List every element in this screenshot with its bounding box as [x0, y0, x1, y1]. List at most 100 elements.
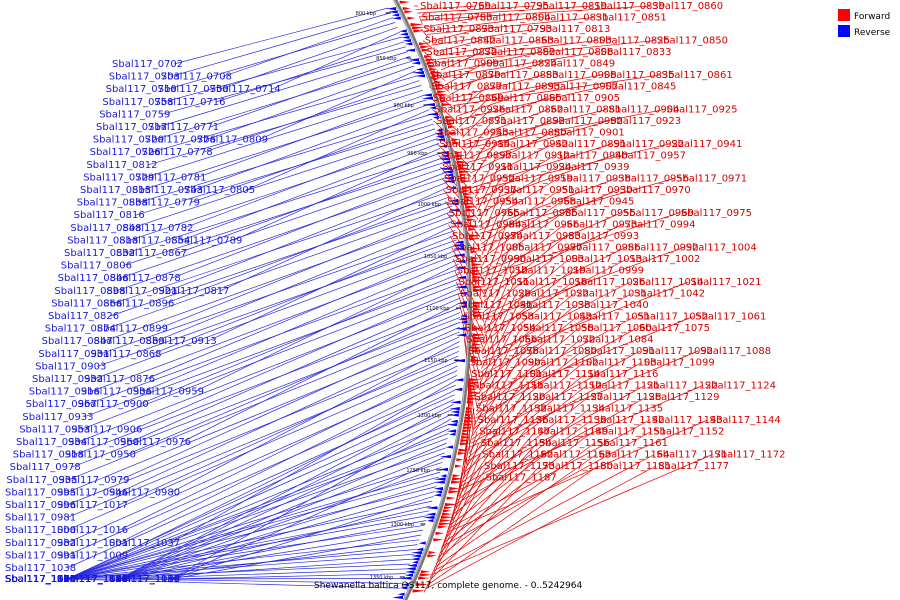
forward-gene-label: Sbal117_1088 [700, 346, 771, 357]
reverse-leader-27 [129, 138, 438, 241]
forward-leader-142 [454, 408, 533, 511]
reverse-gene-label: Sbal117_1155 [5, 574, 76, 585]
forward-feature-96 [463, 423, 473, 427]
forward-gene-label: Sbal117_0897 [441, 151, 512, 162]
forward-gene-label: Sbal117_1072 [524, 335, 595, 346]
forward-feature-62 [471, 266, 480, 270]
forward-leader-10 [429, 28, 480, 42]
forward-gene-label: Sbal117_1040 [578, 300, 649, 311]
forward-gene-label: Sbal117_0908 [546, 70, 617, 81]
reverse-gene-label: Sbal117_0846 [58, 273, 129, 284]
forward-gene-label: Sbal117_1005 [454, 243, 525, 254]
forward-leader-156 [436, 454, 481, 561]
forward-feature-14 [429, 67, 438, 71]
forward-gene-label: Sbal117_1012 [457, 266, 528, 277]
reverse-gene-label: Sbal117_0708 [161, 72, 232, 83]
forward-leader-110 [478, 316, 578, 398]
forward-feature-42 [460, 179, 471, 183]
reverse-feature-7 [402, 39, 412, 43]
forward-leader-59 [477, 166, 557, 216]
forward-leader-23 [447, 63, 543, 89]
forward-gene-label: Sbal117_0831 [538, 13, 609, 24]
reverse-gene-label: Sbal117_0900 [78, 399, 149, 410]
forward-gene-label: Sbal117_1022 [518, 289, 589, 300]
forward-feature-12 [426, 61, 437, 65]
reverse-leader-11 [154, 60, 413, 140]
reverse-leader-1 [170, 12, 391, 77]
reverse-feature-40 [454, 240, 464, 244]
reverse-gene-label: Sbal117_0750 [158, 84, 229, 95]
forward-feature-1 [402, 7, 411, 11]
forward-feature-8 [420, 45, 431, 49]
forward-feature-110 [449, 487, 460, 491]
forward-gene-label: Sbal117_0870 [430, 70, 501, 81]
forward-leader-87 [483, 247, 626, 316]
forward-gene-label: Sbal117_1149 [537, 427, 608, 438]
reverse-leader-78 [66, 384, 456, 556]
reverse-gene-label: Sbal117_0931 [38, 349, 109, 360]
reverse-feature-45 [453, 266, 466, 270]
forward-feature-124 [427, 554, 437, 558]
forward-gene-label: Sbal117_1043 [521, 312, 592, 323]
reverse-leader-21 [245, 109, 430, 191]
forward-gene-label: Sbal117_0808 [542, 47, 613, 58]
reverse-leader-3 [167, 22, 396, 90]
forward-gene-label: Sbal117_0925 [666, 105, 737, 116]
reverse-feature-38 [450, 208, 460, 212]
reverse-feature-64 [447, 423, 458, 427]
reverse-gene-label: Sbal117_0982 [5, 538, 76, 549]
forward-leader-71 [481, 201, 562, 259]
forward-leader-115 [475, 327, 580, 416]
forward-gene-label: Sbal117_0986 [570, 243, 641, 254]
forward-leader-83 [483, 235, 567, 302]
forward-leader-82 [483, 235, 509, 298]
reverse-gene-label: Sbal117_0809 [197, 135, 268, 146]
forward-gene-label: Sbal117_0860 [652, 1, 723, 12]
forward-leader-44 [468, 120, 609, 163]
forward-gene-label: Sbal117_0993 [568, 231, 639, 242]
forward-leader-14 [435, 40, 539, 57]
reverse-feature-24 [434, 138, 446, 142]
reverse-leader-104 [66, 510, 430, 580]
reverse-feature-70 [440, 474, 447, 478]
forward-feature-11 [425, 58, 437, 62]
reverse-leader-63 [126, 312, 461, 455]
forward-gene-label: Sbal117_0975 [681, 208, 752, 219]
forward-gene-label: Sbal117_0952 [444, 174, 515, 185]
forward-gene-label: Sbal117_0968 [505, 197, 576, 208]
forward-gene-label: Sbal117_0974 [452, 231, 523, 242]
forward-leader-145 [450, 419, 534, 522]
forward-gene-label: Sbal117_1142 [594, 415, 665, 426]
forward-gene-label: Sbal117_0971 [676, 174, 747, 185]
forward-gene-label: Sbal117_1156 [539, 438, 610, 449]
reverse-feature-29 [441, 160, 451, 164]
forward-feature-23 [439, 96, 448, 100]
reverse-gene-label: Sbal117_0806 [61, 261, 132, 272]
forward-leader-153 [440, 442, 480, 550]
forward-gene-label: Sbal117_0994 [624, 220, 695, 231]
reverse-feature-58 [453, 387, 463, 391]
reverse-leader-20 [193, 104, 428, 191]
forward-feature-115 [442, 509, 452, 513]
reverse-feature-63 [450, 419, 458, 423]
forward-feature-71 [472, 307, 482, 311]
forward-leader-74 [482, 212, 564, 270]
forward-feature-18 [433, 80, 443, 84]
reverse-feature-3 [391, 16, 401, 20]
forward-gene-label: Sbal117_1011 [458, 277, 529, 288]
reverse-gene-label: Sbal117_0729 [83, 172, 154, 183]
forward-leader-39 [463, 109, 607, 145]
forward-feature-55 [468, 234, 482, 238]
forward-feature-28 [447, 122, 456, 126]
forward-leader-100 [481, 281, 689, 362]
reverse-gene-label: Sbal117_0771 [148, 122, 219, 133]
reverse-gene-label: Sbal117_1113 [57, 574, 128, 585]
forward-leader-102 [481, 293, 517, 369]
reverse-gene-label: Sbal117_1059 [5, 574, 76, 585]
forward-gene-label: Sbal117_1101 [471, 369, 542, 380]
forward-feature-30 [449, 131, 458, 135]
forward-feature-114 [443, 506, 453, 510]
forward-leader-8 [426, 17, 594, 35]
reverse-feature-37 [448, 202, 459, 206]
